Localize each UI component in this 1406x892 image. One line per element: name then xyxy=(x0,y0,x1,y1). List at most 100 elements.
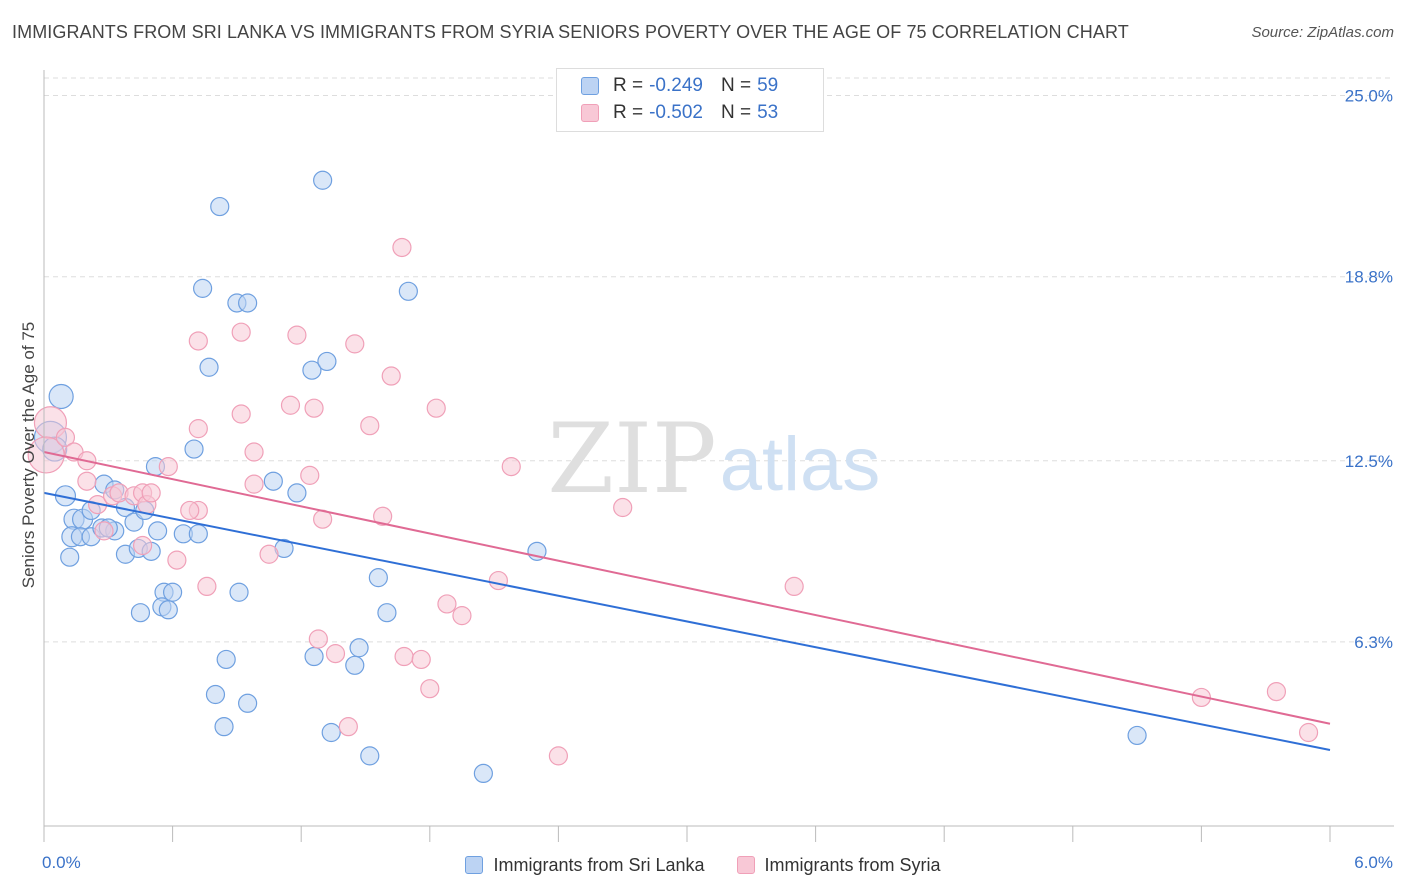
r-label: R = xyxy=(613,75,644,96)
x-tick-label-min: 0.0% xyxy=(42,853,81,872)
point-sri-lanka xyxy=(210,196,230,217)
point-sri-lanka xyxy=(238,693,258,713)
point-syria xyxy=(158,457,178,477)
point-sri-lanka xyxy=(214,717,234,737)
point-syria xyxy=(452,606,472,626)
swatch-sri-lanka xyxy=(581,77,599,95)
swatch-syria xyxy=(736,856,755,874)
point-sri-lanka xyxy=(287,483,307,503)
point-sri-lanka xyxy=(302,360,322,380)
legend-label-sri-lanka: Immigrants from Sri Lanka xyxy=(493,854,705,875)
point-syria xyxy=(27,436,65,474)
point-sri-lanka xyxy=(313,170,333,190)
point-sri-lanka xyxy=(473,763,493,784)
point-sri-lanka xyxy=(1127,725,1147,746)
point-syria xyxy=(231,404,251,424)
y-tick-label: 12.5% xyxy=(1345,452,1393,471)
point-sri-lanka xyxy=(216,649,236,670)
point-sri-lanka xyxy=(60,547,80,567)
point-syria xyxy=(244,442,264,462)
point-syria xyxy=(501,457,521,477)
point-syria xyxy=(1298,722,1319,743)
r-value: -0.249 xyxy=(649,75,703,96)
point-syria xyxy=(613,497,633,518)
point-syria xyxy=(411,649,431,670)
chart-title: IMMIGRANTS FROM SRI LANKA VS IMMIGRANTS … xyxy=(12,22,1129,42)
point-syria xyxy=(548,746,569,766)
point-sri-lanka xyxy=(345,655,365,675)
point-sri-lanka xyxy=(184,439,204,459)
point-sri-lanka xyxy=(188,524,208,544)
point-sri-lanka xyxy=(229,582,249,602)
point-syria xyxy=(426,398,446,418)
point-syria xyxy=(437,594,457,614)
n-label: N = xyxy=(720,102,752,123)
y-tick-label: 6.3% xyxy=(1354,633,1393,652)
point-syria xyxy=(300,465,320,485)
point-sri-lanka xyxy=(238,293,258,313)
point-sri-lanka xyxy=(147,521,168,541)
point-sri-lanka xyxy=(130,603,151,623)
point-syria xyxy=(360,416,380,436)
point-syria xyxy=(308,629,328,649)
watermark-atlas: atlas xyxy=(720,422,881,507)
legend-row-sri-lanka: R = -0.249 N = 59 xyxy=(581,74,778,98)
r-label: R = xyxy=(613,102,644,123)
point-syria xyxy=(167,550,187,570)
point-sri-lanka xyxy=(321,722,341,743)
point-syria xyxy=(784,576,804,597)
r-value: -0.502 xyxy=(649,102,703,123)
source-label: Source: ZipAtlas.com xyxy=(1251,24,1394,41)
point-sri-lanka xyxy=(199,357,219,377)
correlation-legend: R = -0.249 N = 59 R = -0.502 N = 53 xyxy=(556,68,824,132)
n-label: N = xyxy=(720,75,752,96)
point-syria xyxy=(180,500,200,521)
n-value: 59 xyxy=(757,75,779,96)
point-syria xyxy=(244,474,264,494)
point-syria xyxy=(231,322,251,342)
point-sri-lanka xyxy=(158,600,178,620)
swatch-sri-lanka xyxy=(465,856,484,874)
y-tick-label: 25.0% xyxy=(1345,87,1393,106)
point-syria xyxy=(55,427,76,447)
point-sri-lanka xyxy=(205,684,226,705)
legend-item-sri-lanka[interactable]: Immigrants from Sri Lanka xyxy=(465,852,705,878)
point-syria xyxy=(132,535,153,556)
point-sri-lanka xyxy=(360,746,380,766)
swatch-syria xyxy=(581,104,599,122)
trend-line-syria xyxy=(43,451,1331,725)
point-syria xyxy=(420,679,440,699)
legend-row-syria: R = -0.502 N = 53 xyxy=(581,101,778,125)
point-syria xyxy=(345,334,365,354)
point-sri-lanka xyxy=(263,471,283,491)
point-syria xyxy=(287,325,307,345)
point-syria xyxy=(373,506,393,526)
x-tick-label-max: 6.0% xyxy=(1354,853,1393,872)
point-sri-lanka xyxy=(368,568,388,588)
point-syria xyxy=(188,419,208,439)
point-syria xyxy=(1266,681,1287,702)
point-syria xyxy=(394,646,414,667)
point-syria xyxy=(141,483,161,503)
point-syria xyxy=(392,237,412,258)
point-sri-lanka xyxy=(398,281,418,301)
point-sri-lanka xyxy=(304,646,324,667)
point-syria xyxy=(188,331,208,351)
point-syria xyxy=(488,570,508,591)
point-syria xyxy=(280,395,301,415)
trend-layer xyxy=(43,451,1331,752)
legend-label-syria: Immigrants from Syria xyxy=(764,854,941,875)
trend-line-sri-lanka xyxy=(43,491,1331,752)
legend-item-syria[interactable]: Immigrants from Syria xyxy=(736,852,941,878)
point-syria xyxy=(304,398,324,418)
y-tick-label: 18.8% xyxy=(1345,268,1393,287)
point-syria xyxy=(338,717,358,737)
grid-layer xyxy=(44,77,1394,643)
point-syria xyxy=(197,576,217,597)
point-sri-lanka xyxy=(349,638,369,658)
point-syria xyxy=(381,366,401,386)
point-sri-lanka xyxy=(317,351,337,372)
series-legend: Immigrants from Sri Lanka Immigrants fro… xyxy=(0,852,1406,878)
point-syria xyxy=(325,644,346,664)
